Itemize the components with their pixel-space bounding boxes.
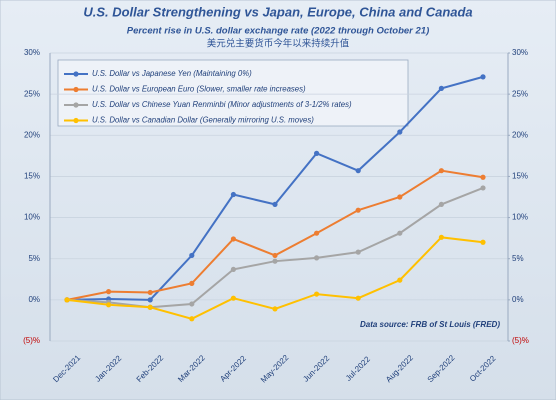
point — [230, 191, 236, 198]
chart-title: U.S. Dollar Strengthening vs Japan, Euro… — [83, 4, 472, 19]
point — [230, 295, 236, 301]
legend-marker — [73, 71, 79, 77]
point — [314, 291, 320, 297]
y-tick-label: 25% — [24, 89, 40, 98]
point — [64, 297, 70, 303]
point — [272, 306, 278, 312]
y2-tick-label: 5% — [512, 254, 524, 263]
legend-label: U.S. Dollar vs Japanese Yen (Maintaining… — [92, 69, 252, 78]
point — [438, 201, 444, 208]
legend-box — [57, 59, 409, 127]
point — [189, 301, 195, 307]
point — [480, 174, 486, 180]
point — [147, 289, 153, 296]
point — [272, 201, 278, 208]
annotation: Data source: FRB of St Louis (FRED) — [360, 320, 500, 329]
point — [438, 168, 444, 174]
point — [230, 266, 236, 273]
point — [355, 295, 361, 301]
y-tick-label: 0% — [28, 295, 40, 304]
point — [480, 239, 486, 245]
y2-tick-label: (5)% — [512, 336, 529, 345]
point — [147, 304, 153, 310]
y2-tick-label: 15% — [512, 172, 528, 181]
y-tick-label: 10% — [24, 213, 40, 222]
point — [272, 258, 278, 264]
point — [397, 129, 403, 135]
point — [189, 280, 195, 286]
point — [438, 234, 444, 240]
point — [106, 289, 112, 295]
y-tick-label: 30% — [24, 48, 40, 57]
point — [355, 249, 361, 255]
legend-label: U.S. Dollar vs Chinese Yuan Renminbi (Mi… — [92, 100, 352, 109]
y-tick-label: 5% — [28, 254, 40, 263]
chart-subtitle-cn: 美元兑主要货币今年以来持续升值 — [207, 38, 350, 50]
point — [355, 207, 361, 213]
point — [314, 255, 320, 261]
point — [314, 230, 320, 236]
y2-tick-label: 25% — [512, 89, 528, 98]
point — [147, 297, 153, 303]
point — [480, 74, 486, 80]
point — [189, 252, 195, 259]
y2-tick-label: 20% — [512, 130, 528, 139]
y-tick-label: 15% — [24, 172, 40, 181]
legend-marker — [73, 102, 79, 108]
point — [397, 277, 403, 283]
point — [355, 168, 361, 174]
y-tick-label: (5)% — [23, 336, 40, 345]
y-tick-label: 20% — [24, 130, 40, 139]
y2-tick-label: 0% — [512, 295, 524, 304]
point — [397, 230, 403, 236]
point — [314, 150, 320, 156]
point — [272, 252, 278, 259]
point — [438, 85, 444, 91]
point — [230, 236, 236, 242]
legend-label: U.S. Dollar vs European Euro (Slower, sm… — [92, 85, 306, 94]
point — [189, 316, 195, 322]
legend-marker — [73, 117, 79, 124]
y2-tick-label: 10% — [512, 213, 528, 222]
legend-marker — [73, 86, 79, 93]
y2-tick-label: 30% — [512, 48, 528, 57]
point — [397, 194, 403, 200]
point — [106, 302, 112, 308]
point — [480, 185, 486, 191]
chart-subtitle: Percent rise in U.S. dollar exchange rat… — [127, 26, 430, 37]
legend-label: U.S. Dollar vs Canadian Dollar (Generall… — [92, 116, 314, 125]
